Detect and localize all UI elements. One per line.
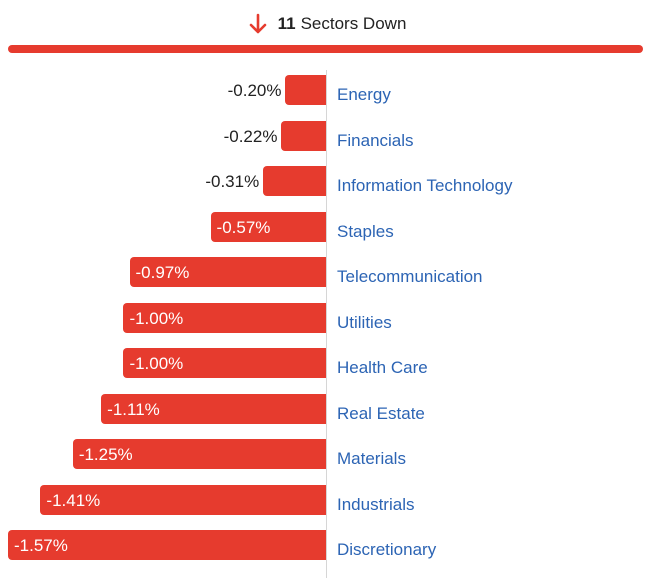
value-label-telecommunication: -0.97% <box>135 263 190 282</box>
category-label-telecommunication[interactable]: Telecommunication <box>337 267 483 286</box>
category-label-real-estate[interactable]: Real Estate <box>337 403 425 423</box>
category-label-health-care[interactable]: Health Care <box>337 358 428 377</box>
value-label-industrials: -1.41% <box>46 490 101 510</box>
value-label-information-technology: -0.31% <box>205 172 260 191</box>
bar-utilities <box>123 302 326 333</box>
value-label-financials: -0.22% <box>223 126 278 146</box>
category-label-staples[interactable]: Staples <box>337 221 394 241</box>
bar-financials <box>281 120 326 151</box>
bar-discretionary <box>8 530 326 560</box>
category-label-discretionary[interactable]: Discretionary <box>337 540 437 559</box>
value-label-discretionary: -1.57% <box>14 536 68 555</box>
bar-information-technology <box>263 166 326 196</box>
bar-staples <box>210 211 326 242</box>
summary-bar <box>8 45 643 53</box>
value-label-materials: -1.25% <box>78 445 133 464</box>
zero-axis-line <box>326 70 327 578</box>
value-label-health-care: -1.00% <box>129 354 184 373</box>
value-label-utilities: -1.00% <box>129 308 184 328</box>
bar-materials <box>72 439 326 469</box>
category-label-materials[interactable]: Materials <box>337 449 406 468</box>
bar-real-estate <box>101 393 326 424</box>
bar-energy <box>285 75 326 105</box>
category-label-industrials[interactable]: Industrials <box>337 494 415 514</box>
value-label-energy: -0.20% <box>227 81 282 100</box>
sectors-down-label: Sectors Down <box>300 14 407 33</box>
bar-telecommunication <box>129 257 326 287</box>
category-label-energy[interactable]: Energy <box>337 85 391 104</box>
value-label-real-estate: -1.11% <box>107 399 160 419</box>
chart-header: 11 Sectors Down <box>0 10 654 38</box>
sectors-down-count: 11 <box>277 14 296 33</box>
bar-health-care <box>123 348 326 378</box>
category-label-financials[interactable]: Financials <box>337 130 414 150</box>
arrow-down-icon <box>249 13 266 34</box>
category-label-information-technology[interactable]: Information Technology <box>337 176 513 195</box>
value-label-staples: -0.57% <box>216 217 271 237</box>
bar-industrials <box>40 484 326 515</box>
category-label-utilities[interactable]: Utilities <box>337 312 392 332</box>
